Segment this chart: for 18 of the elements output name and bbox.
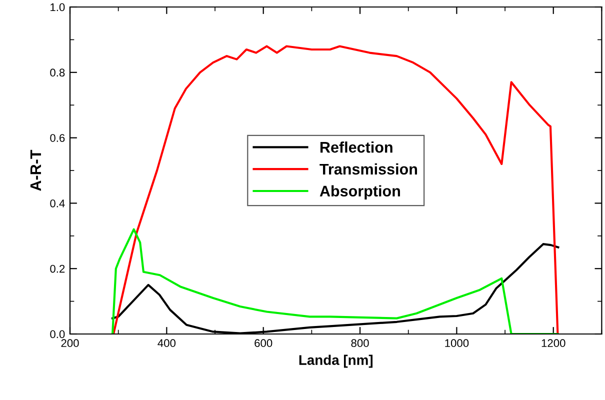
x-axis-title: Landa [nm] xyxy=(299,354,372,368)
y-axis-title: A-R-T xyxy=(30,150,41,191)
y-tick-label: 0.8 xyxy=(50,68,65,77)
y-tick-label: 0.4 xyxy=(50,199,65,208)
x-tick-label: 800 xyxy=(351,339,369,348)
x-tick-label: 200 xyxy=(61,339,79,348)
y-tick-label: 0.2 xyxy=(50,264,65,273)
line-series xyxy=(112,45,559,334)
y-tick-label: 1.0 xyxy=(50,3,65,12)
x-tick-label: 1200 xyxy=(542,339,566,348)
y-tick-label: 0.6 xyxy=(50,134,65,142)
legend-label: Absorption xyxy=(320,185,400,200)
x-tick-label: 1000 xyxy=(445,339,469,348)
x-tick-label: 400 xyxy=(158,339,176,348)
legend-label: Reflection xyxy=(320,142,392,153)
x-tick-label: 600 xyxy=(254,339,272,348)
legend-label: Transmission xyxy=(320,163,417,175)
y-tick-label: 0.0 xyxy=(50,330,65,338)
